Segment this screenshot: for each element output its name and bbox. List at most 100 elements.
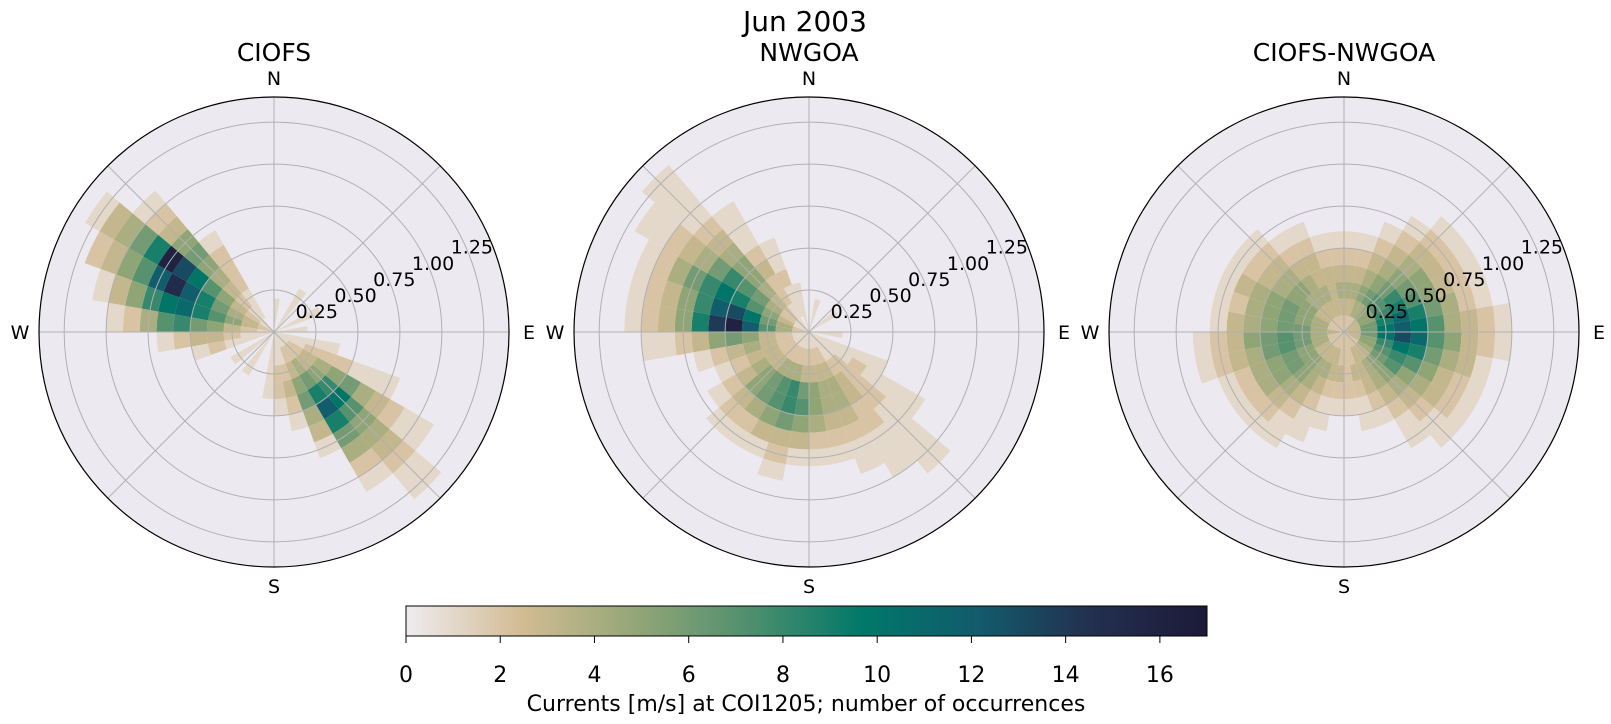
wedge-bin [1460,377,1486,408]
radial-tick-label: 0.25 [1366,301,1408,323]
wedge-bin [241,288,258,307]
wedge-bin [274,332,285,347]
wedge-bin [288,337,306,349]
wedge-bin [240,334,259,344]
compass-e: E [1058,322,1070,344]
wedge-bin [1344,332,1359,343]
wedge-bin [1492,302,1512,332]
wedge-bin [1290,259,1311,281]
wedge-bin [1344,326,1361,332]
figure-title: Jun 2003 [741,5,867,38]
wedge-bin [1256,267,1280,291]
wedge-bin [1393,320,1412,332]
wedge-bin [800,332,809,348]
wedge-bin [1226,311,1245,332]
wedge-bin [826,426,850,448]
wedge-bin [286,340,304,354]
wedge-bin [191,303,211,321]
wedge-bin [1302,390,1322,411]
wedge-bin [1360,357,1377,376]
wedge-bin [1344,332,1350,349]
wedge-bin [1300,348,1319,365]
wedge-bin [1315,249,1333,269]
wedge-bin [825,357,842,376]
wedge-bin [1395,278,1417,299]
wedge-bin [767,390,787,411]
wedge-bin [173,314,192,332]
radial-tick-label: 1.00 [1482,253,1524,275]
colorbar-tick-label: 4 [587,663,601,688]
wedge-bin [1285,357,1306,376]
wedge-bin [744,244,768,268]
wedge-bin [1360,288,1377,307]
wedge-bin [1244,346,1266,367]
wedge-bin [1268,409,1294,434]
wedge-bin [346,360,369,383]
wedge-bin [1355,249,1373,269]
wedge-bin [777,337,795,349]
wedge-bin [1395,365,1417,386]
wedge-bin [1372,237,1395,260]
wedge-bin [1268,230,1294,255]
wedge-bin [230,299,249,316]
wedge-bin [158,291,180,315]
wedge-bin [1382,288,1403,307]
wedge-bin [1421,382,1446,408]
wedge-bin [274,332,290,341]
wedge-bin [1421,256,1446,282]
wedge-bin [132,256,158,287]
wedge-bin [765,370,784,391]
angular-gridline [273,331,441,499]
radial-tick-label: 1.25 [986,237,1028,259]
wedge-bin [1335,316,1344,332]
wedge-bin [1402,290,1423,310]
wedge-bin [207,309,227,324]
wedge-bin [1369,299,1388,316]
wedge-bin [741,332,760,344]
wedge-bin [1394,230,1420,255]
wedge-bin [725,317,743,332]
wedge-bin [257,326,274,332]
wedge-bin [1344,323,1360,332]
angular-gridline [107,331,275,499]
wedge-bin [241,357,258,376]
wedge-bin [1431,366,1455,391]
wedge-bin [733,230,759,255]
wedge-bin [1300,273,1319,294]
wedge-bin [1338,315,1344,332]
wedge-bin [1228,349,1250,373]
radial-tick-label: 0.50 [334,285,376,307]
wedge-bin [794,332,809,343]
colorbar-tick-label: 0 [399,663,413,688]
angular-gridline [107,165,275,333]
wedge-bin [821,310,839,324]
compass-w: W [11,322,30,344]
wedge-bin [755,383,776,405]
wedge-bin [252,302,266,320]
wedge-bin [1410,332,1428,347]
wedge-bin [793,323,809,332]
wedge-bin [1233,273,1257,298]
wedge-bin [657,305,677,332]
wedge-bin [741,320,760,332]
wedge-bin [823,337,841,349]
wedge-bin [1470,355,1493,384]
wedge-bin [876,434,907,463]
wedge-bin [389,407,420,440]
wedge-bin [325,365,347,386]
wedge-bin [1446,399,1475,430]
wedge-bin [122,305,142,332]
wedge-bin [1312,337,1330,349]
wedge-bin [143,234,172,265]
wedge-bin [786,379,801,399]
wedge-bin [1279,244,1303,268]
wedge-bin [1277,309,1297,324]
wedge-bin [1314,340,1332,354]
wedge-bin [825,332,843,338]
wedge-bin [376,399,405,430]
wedge-bin [252,344,266,362]
wedge-bin [1361,375,1378,396]
wedge-bin [174,297,196,318]
wedge-bin [276,347,286,366]
